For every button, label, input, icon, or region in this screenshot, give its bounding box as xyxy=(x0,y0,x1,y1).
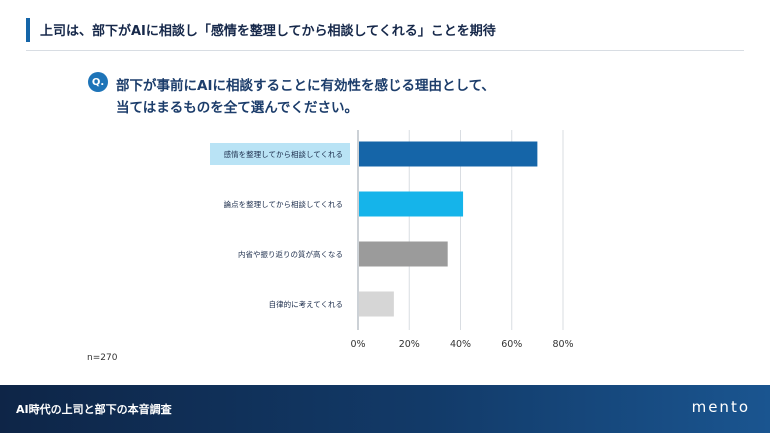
footer-bar: AI時代の上司と部下の本音調査 mento xyxy=(0,385,770,433)
page-title: 上司は、部下がAIに相談し「感情を整理してから相談してくれる」ことを期待 xyxy=(40,24,496,39)
x-tick-label-40: 40% xyxy=(450,339,471,350)
brand-logo: mento xyxy=(691,398,750,416)
sample-size-note: n=270 xyxy=(87,353,118,363)
category-label: 内省や振り返りの質が高くなる xyxy=(238,249,343,259)
x-tick-label-20: 20% xyxy=(399,339,420,350)
category-label: 自律的に考えてくれる xyxy=(269,299,343,309)
x-tick-label-0: 0% xyxy=(350,339,365,350)
x-tick-label-80: 80% xyxy=(552,339,573,350)
bar xyxy=(359,241,448,267)
footer-title: AI時代の上司と部下の本音調査 xyxy=(16,403,172,416)
bar xyxy=(359,141,538,167)
category-label: 感情を整理してから相談してくれる xyxy=(224,149,343,159)
bar-chart: 0% 20% 40% 60% 80% 感情を整理してから相談してくれる論点を整理してから相… xyxy=(210,130,574,350)
x-tick-label-60: 60% xyxy=(501,339,522,350)
category-highlight xyxy=(210,143,350,165)
question-text-line2: 当てはまるものを全て選んでください。 xyxy=(116,100,359,116)
question-badge: Q. xyxy=(88,72,108,92)
category-label: 論点を整理してから相談してくれる xyxy=(224,199,343,209)
header-accent-bar xyxy=(26,18,30,42)
question-text-line1: 部下が事前にAIに相談することに有効性を感じる理由として、 xyxy=(116,78,495,94)
bar xyxy=(359,191,464,217)
bar xyxy=(359,291,394,317)
header-divider xyxy=(26,50,744,51)
